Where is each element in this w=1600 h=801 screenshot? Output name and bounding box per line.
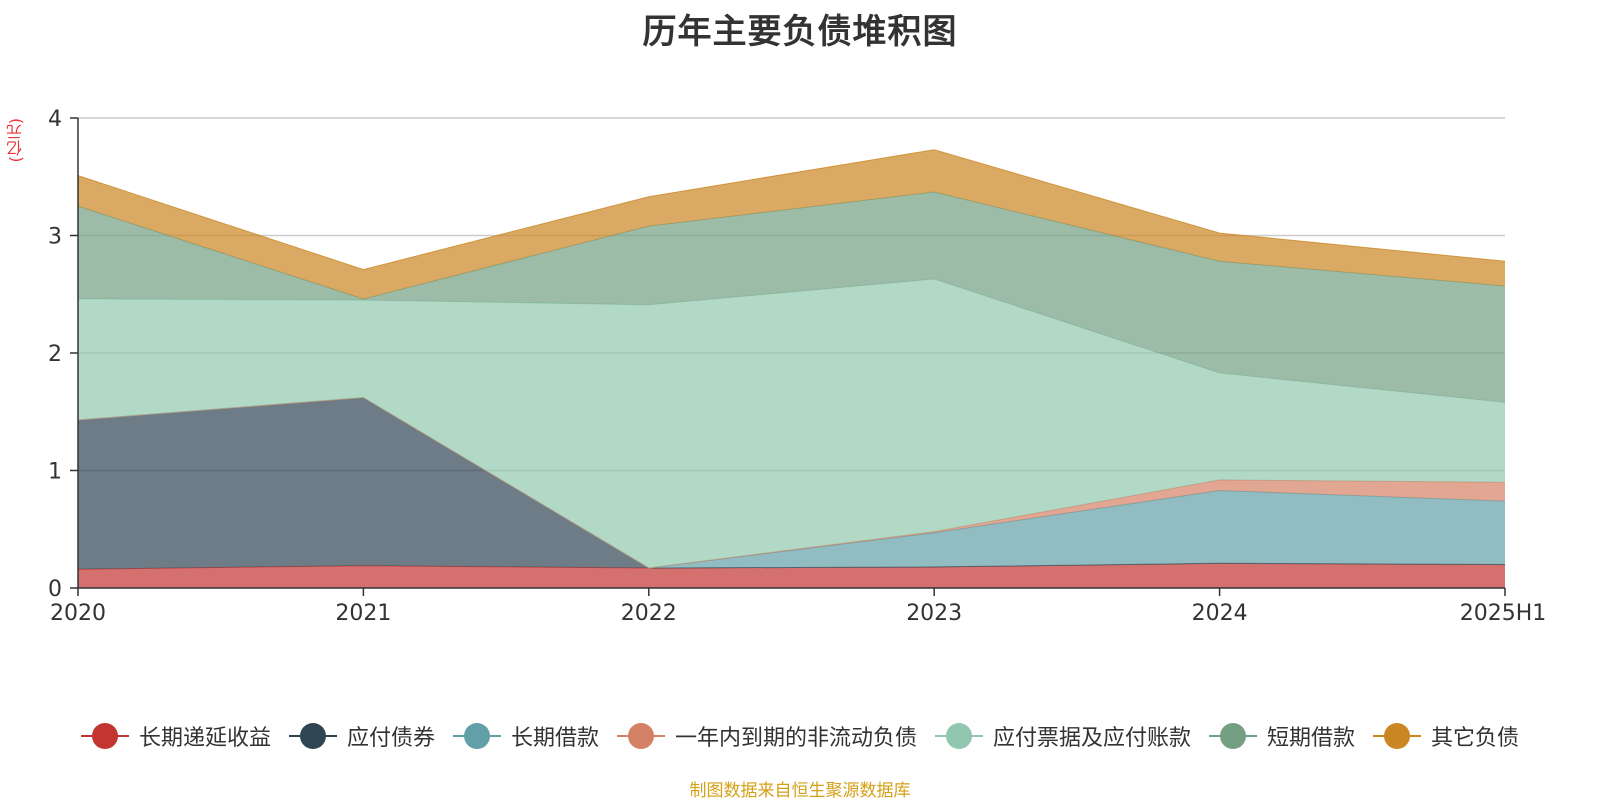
legend-item[interactable]: 长期借款 (452, 720, 599, 752)
area-series-6 (78, 149, 1505, 299)
legend: 长期递延收益 应付债券 长期借款 一年内到期的非流动负债 应付票据及应付账款 短期借款 其它… (0, 718, 1600, 754)
legend-marker-icon (452, 723, 501, 749)
legend-item[interactable]: 长期递延收益 (80, 720, 271, 752)
legend-label: 一年内到期的非流动负债 (674, 726, 917, 751)
stacked-areas (77, 149, 1506, 588)
x-tick-label: 2022 (621, 601, 677, 626)
legend-item[interactable]: 短期借款 (1209, 720, 1355, 752)
x-tick-label: 2020 (50, 601, 106, 626)
legend-item[interactable]: 其它负债 (1373, 720, 1519, 752)
legend-marker-icon (616, 723, 665, 749)
legend-label: 短期借款 (1267, 726, 1356, 751)
legend-label: 其它负债 (1431, 726, 1520, 751)
legend-marker-icon (80, 723, 129, 749)
x-tick-label: 2023 (906, 601, 962, 626)
area-series-4 (78, 279, 1505, 568)
legend-label: 应付票据及应付账款 (993, 726, 1192, 751)
legend-label: 长期递延收益 (138, 726, 271, 751)
area-series-2 (78, 397, 1505, 568)
y-tick-label: 2 (48, 342, 62, 367)
axes: 0 1 2 3 4 2020 2021 2022 2023 2024 2025H1 (48, 107, 1546, 626)
area-series-3 (78, 397, 1505, 568)
y-tick-label: 1 (48, 460, 62, 485)
area-series-0 (78, 563, 1505, 588)
x-tick-label: 2025H1 (1460, 601, 1547, 626)
legend-item[interactable]: 应付债券 (288, 720, 435, 752)
legend-marker-icon (935, 723, 983, 749)
area-series-5 (78, 192, 1505, 403)
y-axis-unit-label: (亿元) (6, 118, 25, 163)
legend-marker-icon (1209, 723, 1258, 749)
legend-label: 长期借款 (510, 726, 599, 751)
area-series-edge-6 (77, 149, 1506, 271)
legend-item[interactable]: 应付票据及应付账款 (935, 720, 1191, 752)
y-tick-label: 4 (48, 107, 62, 132)
chart-title: 历年主要负债堆积图 (642, 12, 958, 52)
legend-marker-icon (288, 723, 337, 749)
x-tick-label: 2021 (335, 601, 391, 626)
source-note: 制图数据来自恒生聚源数据库 (689, 781, 911, 801)
legend-marker-icon (1373, 723, 1422, 749)
legend-label: 应付债券 (346, 726, 435, 751)
x-tick-label: 2024 (1192, 601, 1248, 626)
legend-item[interactable]: 一年内到期的非流动负债 (616, 720, 917, 752)
y-tick-label: 3 (48, 225, 62, 250)
y-tick-label: 0 (48, 577, 62, 602)
